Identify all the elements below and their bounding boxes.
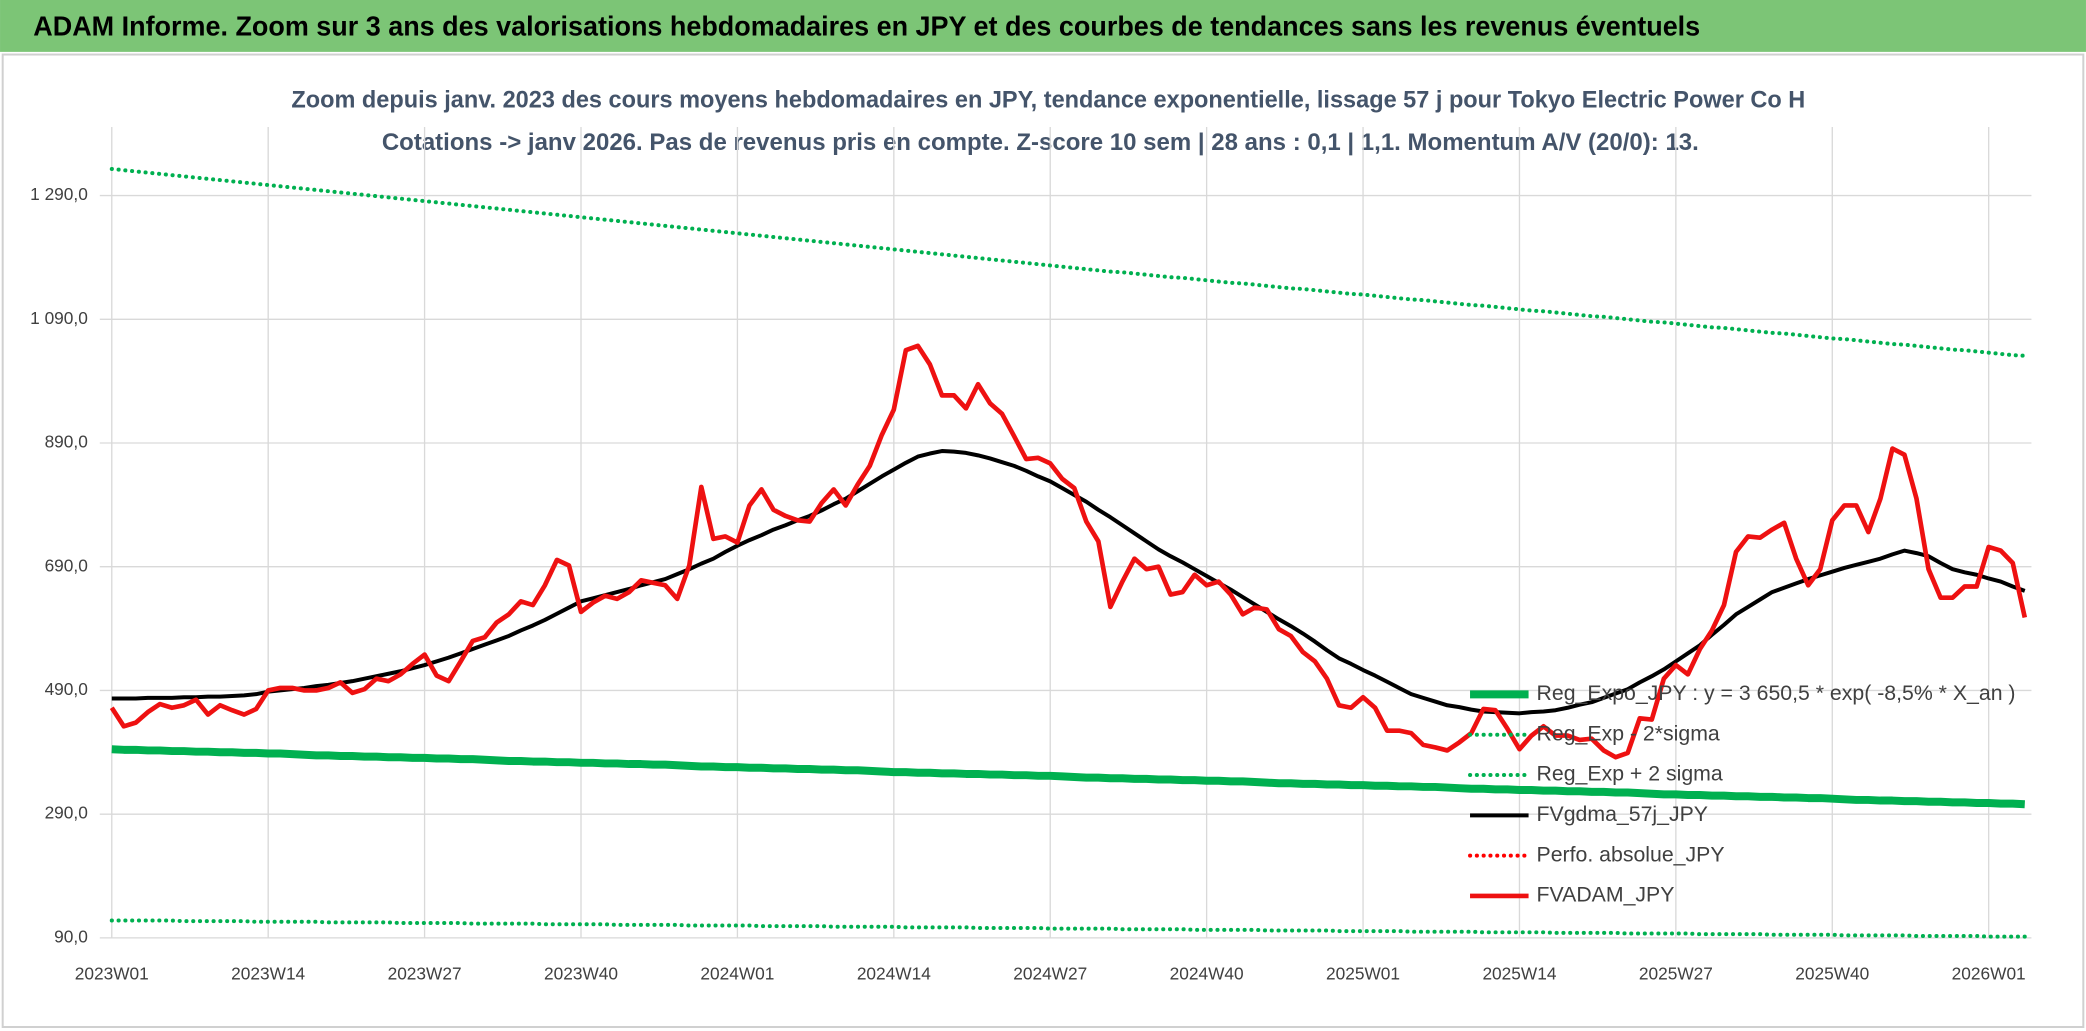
legend-label: FVgdma_57j_JPY [1537, 802, 1708, 826]
legend-label: Reg_Expo_JPY : y = 3 650,5 * exp( -8,5% … [1537, 681, 2016, 705]
chart-frame [1, 53, 2085, 1029]
chart-subtitle: Cotations -> janv 2026. Pas de revenus p… [382, 129, 1699, 156]
grid: 90,0 290,0 490,0 690,0 890,0 1 090,0 1 290,0 20… [30, 127, 2032, 984]
x-tick-label: 2023W14 [231, 964, 305, 984]
x-tick-label: 2025W40 [1795, 964, 1869, 984]
y-tick-label: 890,0 [45, 432, 88, 452]
x-tick-label: 2023W01 [75, 964, 149, 984]
x-tick-label: 2024W27 [1013, 964, 1087, 984]
series-line [109, 166, 2027, 358]
series-line [109, 343, 2028, 760]
x-tick-label: 2023W40 [544, 964, 618, 984]
legend: Reg_Expo_JPY : y = 3 650,5 * exp( -8,5% … [1468, 681, 2016, 907]
series-layer [109, 166, 2028, 939]
y-tick-label: 1 290,0 [30, 184, 88, 204]
legend-label: Perfo. absolue_JPY [1537, 842, 1725, 866]
y-tick-label: 1 090,0 [30, 308, 88, 328]
x-tick-label: 2023W27 [388, 964, 462, 984]
x-tick-label: 2025W14 [1482, 964, 1556, 984]
series-line [111, 745, 2025, 809]
series-line [109, 918, 2027, 939]
x-tick-label: 2025W01 [1326, 964, 1400, 984]
legend-label: Reg_Exp + 2 sigma [1537, 762, 1723, 786]
y-tick-label: 290,0 [45, 803, 88, 823]
chart-title: Zoom depuis janv. 2023 des cours moyens … [291, 86, 1805, 113]
legend-label: FVADAM_JPY [1537, 883, 1675, 907]
x-tick-label: 2024W40 [1170, 964, 1244, 984]
header-band [0, 0, 2086, 52]
x-tick-label: 2024W14 [857, 964, 931, 984]
y-tick-label: 90,0 [54, 926, 88, 946]
x-tick-label: 2025W27 [1639, 964, 1713, 984]
x-tick-label: 2024W01 [700, 964, 774, 984]
y-tick-label: 490,0 [45, 679, 88, 699]
legend-label: Reg_Exp - 2*sigma [1537, 721, 1720, 745]
x-tick-label: 2026W01 [1952, 964, 2026, 984]
y-tick-label: 690,0 [45, 555, 88, 575]
header-title: ADAM Informe. Zoom sur 3 ans des valoris… [33, 10, 1700, 41]
